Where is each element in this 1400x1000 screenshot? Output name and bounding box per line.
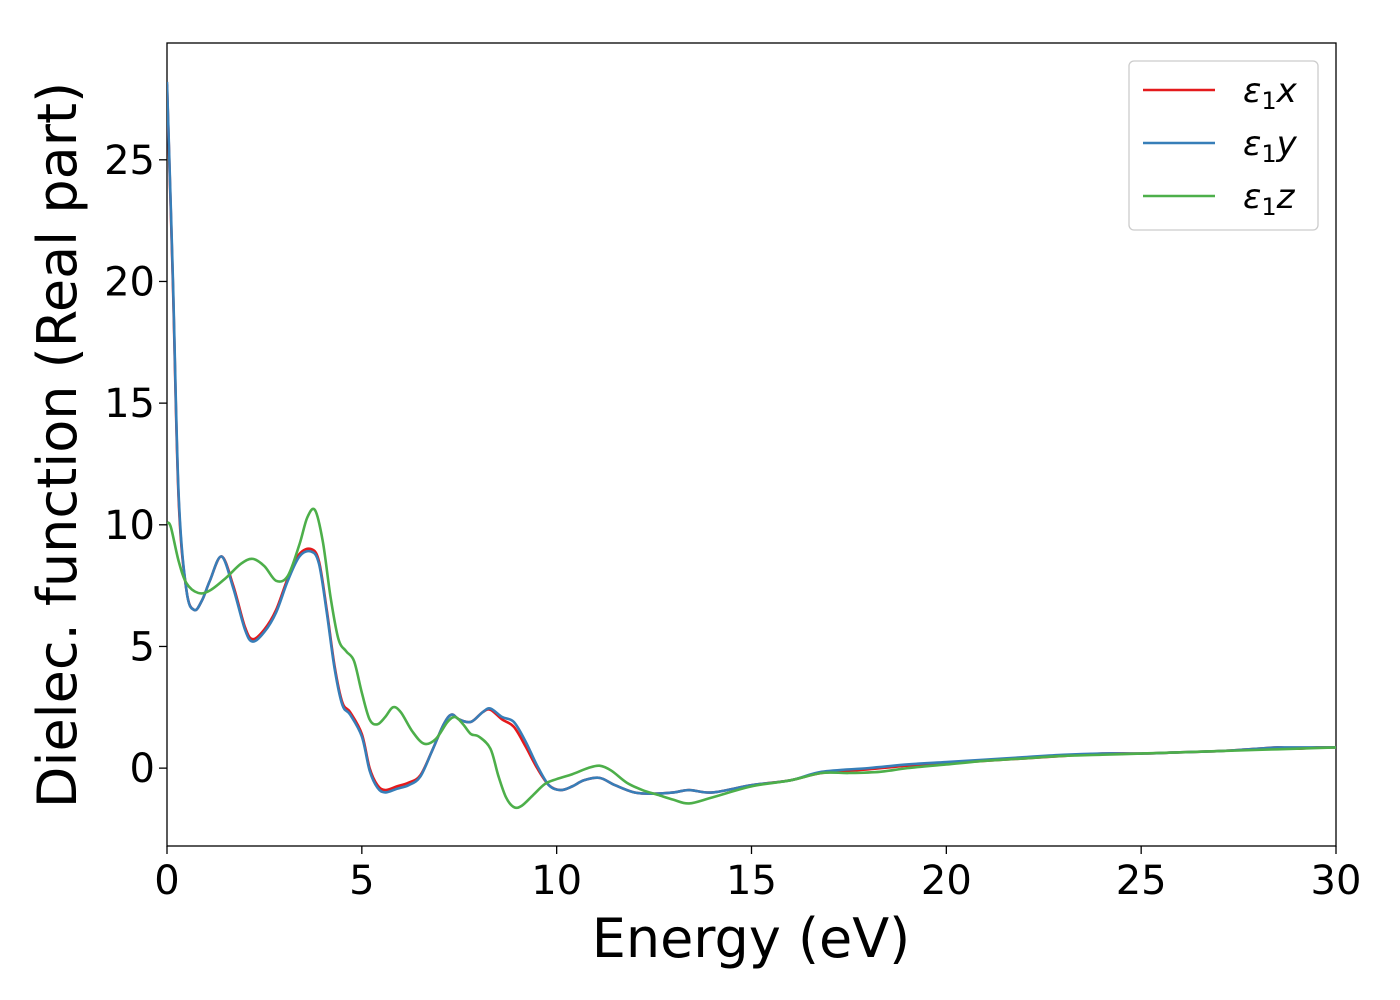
y-tick-label: 20 xyxy=(104,259,155,305)
y-tick-label: 25 xyxy=(104,138,155,184)
y-tick-label: 5 xyxy=(130,624,155,670)
y-tick-label: 15 xyxy=(104,381,155,427)
x-tick-label: 25 xyxy=(1116,858,1167,904)
x-axis-title: Energy (eV) xyxy=(592,907,911,970)
legend-box xyxy=(1128,60,1319,231)
y-tick-label: 0 xyxy=(130,746,155,792)
x-tick-label: 10 xyxy=(531,858,582,904)
legend-label-y: ε1y xyxy=(1243,124,1298,168)
legend-label-x: ε1x xyxy=(1243,71,1298,115)
x-tick-label: 15 xyxy=(726,858,777,904)
x-tick-label: 0 xyxy=(154,858,179,904)
y-tick-label: 10 xyxy=(104,503,155,549)
series-line-z xyxy=(167,507,1336,810)
series-layer xyxy=(167,81,1336,810)
y-axis-title: Dielec. function (Real part) xyxy=(26,82,89,808)
x-tick-label: 20 xyxy=(921,858,972,904)
legend-label-z: ε1z xyxy=(1243,177,1296,221)
y-axis-ticks: 0 5 10 15 20 25 xyxy=(104,138,167,792)
x-tick-label: 5 xyxy=(349,858,374,904)
x-axis-ticks: 0 5 10 15 20 25 30 xyxy=(154,846,1361,904)
legend: ε1x ε1y ε1z xyxy=(1128,60,1319,231)
x-tick-label: 30 xyxy=(1311,858,1362,904)
series-line-y xyxy=(167,81,1336,795)
